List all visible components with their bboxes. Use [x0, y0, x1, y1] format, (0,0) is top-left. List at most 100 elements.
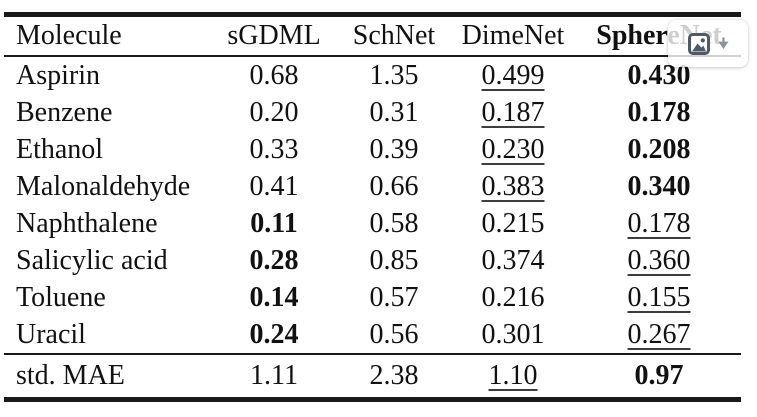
value-cell: 0.57: [339, 279, 449, 316]
molecule-cell: Aspirin: [16, 59, 100, 91]
column-header-label: DimeNet: [461, 20, 565, 51]
table-row: Salicylic acid 0.28 0.85 0.374 0.360: [4, 242, 741, 279]
value-text: 0.230: [481, 133, 545, 165]
column-header-label: SchNet: [352, 20, 436, 51]
molecule-cell: Malonaldehyde: [16, 170, 191, 202]
header-row: Molecule sGDML SchNet DimeNet SphereNet: [4, 14, 741, 57]
value-cell: 0.33: [209, 131, 339, 168]
value-text: 2.38: [369, 360, 419, 391]
molecule-cell: Ethanol: [16, 133, 104, 165]
value-text: 0.11: [250, 207, 298, 239]
value-text: 0.216: [481, 281, 545, 313]
value-text: 0.33: [249, 133, 299, 165]
value-text: 0.208: [627, 133, 691, 165]
molecule-cell: Naphthalene: [16, 207, 158, 239]
value-cell: 0.178: [577, 205, 741, 242]
value-cell: 0.20: [209, 94, 339, 131]
value-text: 0.360: [627, 244, 691, 276]
table-row: Ethanol 0.33 0.39 0.230 0.208: [4, 131, 741, 168]
value-cell: 0.215: [449, 205, 577, 242]
value-text: 0.14: [249, 281, 299, 313]
value-text: 0.187: [481, 96, 545, 128]
value-cell: 1.35: [339, 56, 449, 94]
value-text: 0.178: [627, 96, 691, 128]
summary-row: std. MAE 1.11 2.38 1.10 0.97: [4, 353, 741, 400]
open-image-button[interactable]: [687, 32, 710, 55]
molecule-cell: Uracil: [16, 318, 86, 350]
value-cell: 0.383: [449, 168, 577, 205]
molecule-cell: std. MAE: [4, 353, 209, 400]
column-header-sgdml: sGDML: [209, 14, 339, 57]
value-cell: 0.68: [209, 56, 339, 94]
value-text: 0.20: [249, 96, 299, 128]
value-text: 1.10: [488, 360, 538, 391]
value-cell: 0.208: [577, 131, 741, 168]
value-cell: 0.56: [339, 316, 449, 354]
value-cell: 0.31: [339, 94, 449, 131]
value-cell: 2.38: [339, 353, 449, 400]
value-cell: 0.14: [209, 279, 339, 316]
value-text: 0.28: [249, 244, 299, 276]
value-cell: 0.58: [339, 205, 449, 242]
value-cell: 0.230: [449, 131, 577, 168]
value-text: 0.383: [481, 170, 545, 202]
column-header-label: sGDML: [227, 20, 321, 51]
value-cell: 0.97: [577, 353, 741, 400]
value-cell: 1.11: [209, 353, 339, 400]
value-cell: 0.24: [209, 316, 339, 354]
value-cell: 0.41: [209, 168, 339, 205]
value-text: 0.178: [627, 207, 691, 239]
column-header-label: Molecule: [16, 20, 122, 51]
value-cell: 0.178: [577, 94, 741, 131]
value-cell: 0.28: [209, 242, 339, 279]
value-text: 0.66: [369, 170, 419, 202]
value-cell: 0.187: [449, 94, 577, 131]
value-text: 0.68: [249, 59, 299, 91]
value-cell: 0.155: [577, 279, 741, 316]
value-cell: 0.39: [339, 131, 449, 168]
value-text: 0.97: [634, 360, 684, 391]
table-row: Benzene 0.20 0.31 0.187 0.178: [4, 94, 741, 131]
value-text: 0.58: [369, 207, 419, 239]
table-row: Malonaldehyde 0.41 0.66 0.383 0.340: [4, 168, 741, 205]
table-row: Aspirin 0.68 1.35 0.499 0.430: [4, 56, 741, 94]
image-hover-overlay: [668, 20, 748, 67]
value-text: 0.24: [249, 318, 299, 350]
value-cell: 0.267: [577, 316, 741, 354]
value-text: 0.57: [369, 281, 419, 313]
value-text: 0.39: [369, 133, 419, 165]
value-cell: 0.499: [449, 56, 577, 94]
molecule-cell: Toluene: [16, 281, 106, 313]
value-text: 0.31: [369, 96, 419, 128]
value-cell: 0.374: [449, 242, 577, 279]
value-cell: 0.85: [339, 242, 449, 279]
value-text: 0.85: [369, 244, 419, 276]
value-text: 0.499: [481, 59, 545, 91]
value-text: 0.374: [481, 244, 545, 276]
table-row: Toluene 0.14 0.57 0.216 0.155: [4, 279, 741, 316]
value-text: 0.41: [249, 170, 299, 202]
value-text: 0.267: [627, 318, 691, 350]
molecule-cell: Benzene: [16, 96, 113, 128]
value-text: 1.35: [369, 59, 419, 91]
value-text: 1.11: [250, 360, 298, 391]
value-cell: 0.11: [209, 205, 339, 242]
molecule-cell: Salicylic acid: [16, 244, 168, 276]
value-cell: 1.10: [449, 353, 577, 400]
value-text: 0.56: [369, 318, 419, 350]
image-icon: [687, 32, 710, 55]
results-table-body: Aspirin 0.68 1.35 0.499 0.430 Benzene 0.20 0.31…: [4, 56, 741, 400]
table-row: Naphthalene 0.11 0.58 0.215 0.178: [4, 205, 741, 242]
value-cell: 0.360: [577, 242, 741, 279]
down-arrow-icon: [718, 37, 728, 49]
image-options-button[interactable]: [718, 37, 729, 50]
value-cell: 0.216: [449, 279, 577, 316]
value-text: 0.215: [481, 207, 545, 239]
value-text: 0.155: [627, 281, 691, 313]
results-table: Molecule sGDML SchNet DimeNet SphereNet …: [4, 12, 741, 402]
value-cell: 0.66: [339, 168, 449, 205]
value-text: 0.340: [627, 170, 691, 202]
value-text: 0.301: [481, 318, 545, 350]
value-cell: 0.301: [449, 316, 577, 354]
